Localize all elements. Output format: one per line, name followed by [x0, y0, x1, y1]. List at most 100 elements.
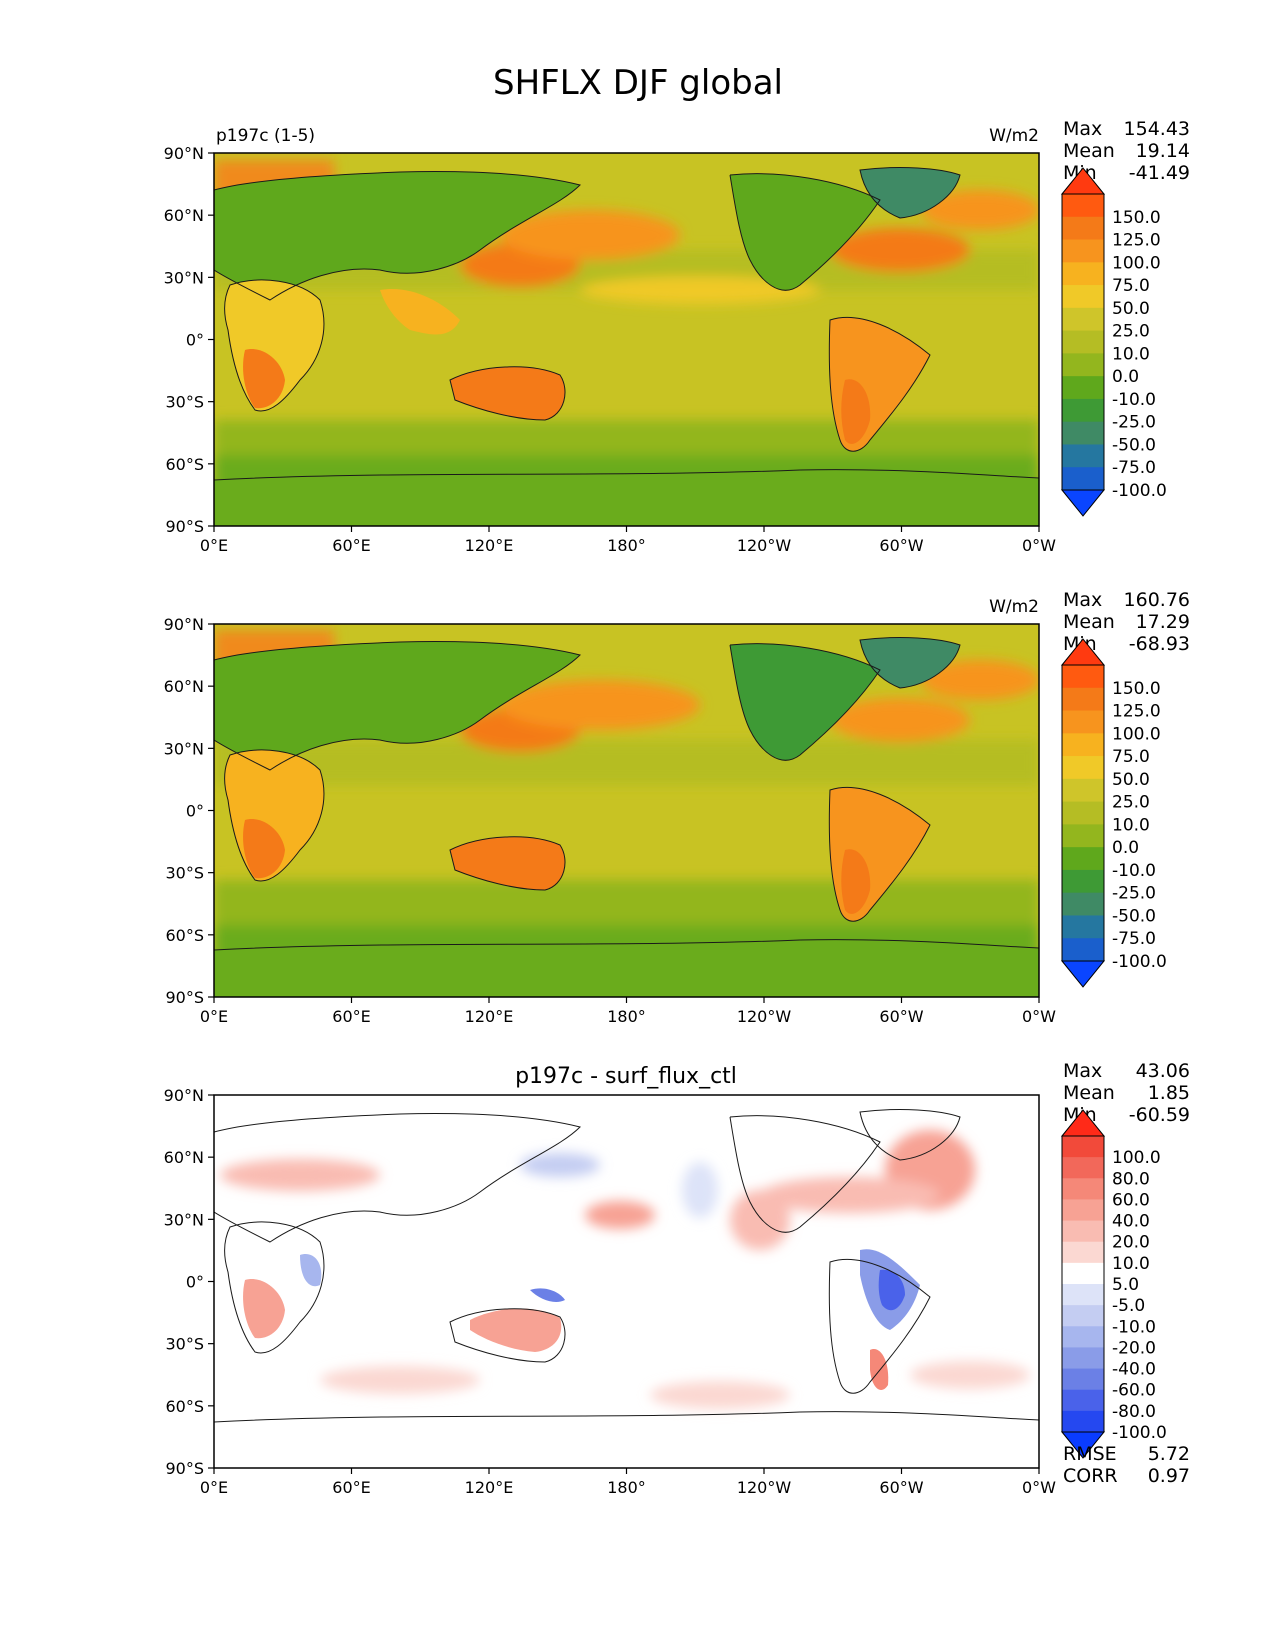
difference-anomalies [243, 1249, 920, 1390]
stat-value: 1.85 [1148, 1082, 1190, 1104]
x-tick-label: 120°W [737, 1478, 792, 1497]
colorbar-label: 25.0 [1112, 322, 1150, 342]
colorbar-segment [1062, 1326, 1104, 1348]
stat-label: Mean [1063, 611, 1115, 633]
coastlines [214, 637, 1039, 951]
colorbar-label: 100.0 [1112, 253, 1161, 273]
stat-label: Max [1063, 118, 1102, 140]
x-tick-label: 60°W [879, 1478, 923, 1497]
colorbar-segment [1062, 1368, 1104, 1391]
x-tick-label: 60°E [332, 1478, 370, 1497]
land-masses [214, 167, 1039, 526]
stat-label: Mean [1063, 1082, 1115, 1104]
y-tick-label: 90°N [164, 144, 204, 163]
colorbar-segment [1062, 330, 1104, 354]
panel-left-label: p197c (1-5) [216, 126, 315, 146]
y-tick-label: 60°N [164, 1148, 204, 1167]
colorbar-label: 100.0 [1112, 724, 1161, 744]
y-axis-ticks: 90°N 60°N 30°N 0° 30°S 60°S 90°S [164, 144, 214, 536]
colorbar-segment [1062, 756, 1104, 780]
x-tick-label: 0°W [1022, 536, 1056, 555]
colorbar-segment [1062, 194, 1104, 218]
colorbar-segment [1062, 1157, 1104, 1179]
colorbar-label: 50.0 [1112, 770, 1150, 790]
colorbar-label: -100.0 [1112, 1423, 1167, 1443]
y-tick-label: 30°S [165, 393, 204, 412]
y-axis-ticks: 90°N 60°N 30°N 0° 30°S 60°S 90°S [164, 615, 214, 1007]
y-tick-label: 90°S [165, 988, 204, 1007]
y-tick-label: 90°S [165, 517, 204, 536]
colorbar-segment [1062, 216, 1104, 241]
stat-value: -60.59 [1129, 1104, 1190, 1126]
y-tick-label: 30°N [164, 1210, 204, 1229]
stat-value: 19.14 [1136, 140, 1190, 162]
map-field-1 [214, 153, 1039, 526]
x-tick-label: 0°E [200, 536, 228, 555]
colorbar-extend-bottom [1060, 489, 1106, 517]
colorbar-segment [1062, 1136, 1104, 1158]
footer-stats: RMSE 5.72 CORR 0.97 [1063, 1443, 1190, 1487]
x-tick-label: 60°E [332, 536, 370, 555]
y-tick-label: 60°S [165, 926, 204, 945]
x-axis-ticks: 0°E 60°E 120°E 180° 120°W 60°W 0°W [200, 526, 1056, 555]
colorbar-segment [1062, 892, 1104, 916]
y-axis-ticks: 90°N 60°N 30°N 0° 30°S 60°S 90°S [164, 1086, 214, 1478]
y-tick-label: 60°S [165, 1397, 204, 1416]
colorbar-label: -10.0 [1112, 861, 1156, 881]
colorbar-label: -10.0 [1112, 390, 1156, 410]
y-tick-label: 0° [186, 331, 204, 350]
colorbar-label: 50.0 [1112, 299, 1150, 319]
colorbar-label: -10.0 [1112, 1317, 1156, 1337]
x-tick-label: 60°W [879, 536, 923, 555]
colorbar-segment [1062, 239, 1104, 263]
colorbar-label: -50.0 [1112, 435, 1156, 455]
colorbar-segment [1062, 421, 1104, 445]
stat-label: Max [1063, 589, 1102, 611]
map-panel-2: 0°E 60°E 120°E 180° 120°W 60°W 0°W 90°N 60°N 30°… [164, 589, 1190, 1026]
x-tick-label: 0°E [200, 1007, 228, 1026]
stat-value: -68.93 [1129, 633, 1190, 655]
coastlines [214, 1109, 1039, 1423]
colorbar-label: 5.0 [1112, 1275, 1139, 1295]
colorbar-frame [1061, 193, 1105, 491]
colorbar-label: 75.0 [1112, 276, 1150, 296]
colorbar-segment [1062, 1262, 1104, 1285]
x-tick-label: 0°W [1022, 1007, 1056, 1026]
y-tick-label: 30°S [165, 864, 204, 883]
colorbar-segment [1062, 1347, 1104, 1370]
y-tick-label: 60°N [164, 206, 204, 225]
colorbar-segment [1062, 938, 1104, 962]
y-tick-label: 30°N [164, 739, 204, 758]
colorbar-label: -25.0 [1112, 884, 1156, 904]
colorbar-segment [1062, 398, 1104, 423]
y-tick-label: 60°N [164, 677, 204, 696]
y-tick-label: 0° [186, 802, 204, 821]
colorbar-label: 80.0 [1112, 1169, 1150, 1189]
colorbar-label: 10.0 [1112, 815, 1150, 835]
colorbar-segment [1062, 824, 1104, 848]
y-tick-label: 30°S [165, 1335, 204, 1354]
colorbar-segment [1062, 1389, 1104, 1412]
stat-value: -41.49 [1129, 162, 1190, 184]
colorbar-segment [1062, 847, 1104, 871]
colorbar-segment [1062, 915, 1104, 939]
colorbar-label: -80.0 [1112, 1402, 1156, 1422]
x-tick-label: 0°E [200, 1478, 228, 1497]
y-tick-label: 60°S [165, 455, 204, 474]
y-tick-label: 0° [186, 1273, 204, 1292]
colorbar-label: -100.0 [1112, 952, 1167, 972]
x-axis-ticks: 0°E 60°E 120°E 180° 120°W 60°W 0°W [200, 997, 1056, 1026]
colorbar-label: 75.0 [1112, 747, 1150, 767]
colorbar-segment [1062, 467, 1104, 491]
colorbar-label: 100.0 [1112, 1148, 1161, 1168]
x-tick-label: 120°W [737, 1007, 792, 1026]
map-field-3 [214, 1095, 1039, 1468]
colorbar-frame [1061, 1135, 1105, 1433]
colorbar-segment [1062, 665, 1104, 689]
colorbar-segment [1062, 1178, 1104, 1200]
